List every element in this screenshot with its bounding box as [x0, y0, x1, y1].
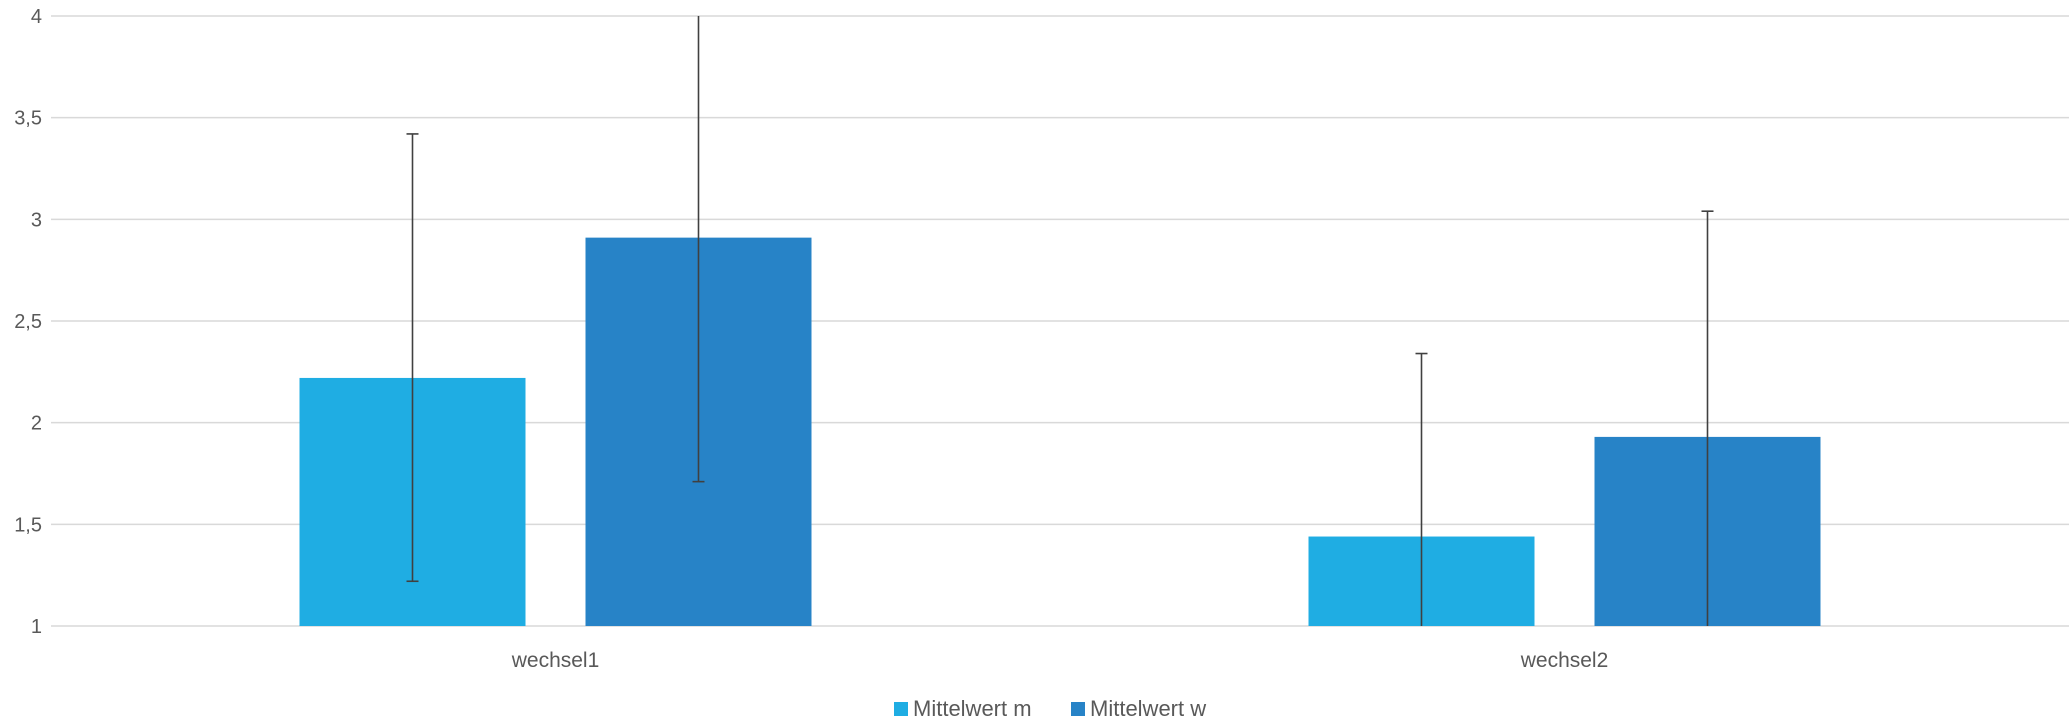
legend-swatch — [894, 702, 908, 716]
y-tick-label: 1 — [31, 616, 42, 638]
x-category-label: wechsel2 — [1520, 649, 1609, 672]
y-tick-label: 2 — [31, 413, 42, 435]
legend-label: Mittelwert w — [1090, 696, 1206, 721]
y-tick-label: 3,5 — [14, 108, 42, 130]
y-axis-tick-labels: 1 1,5 2 2,5 3 3,5 4 — [14, 6, 42, 638]
legend-label: Mittelwert m — [913, 696, 1032, 721]
error-bars — [406, 16, 1714, 626]
y-tick-label: 2,5 — [14, 311, 42, 333]
bars — [299, 237, 1821, 626]
legend-swatch — [1071, 702, 1085, 716]
y-tick-label: 1,5 — [14, 514, 42, 536]
x-category-label: wechsel1 — [511, 649, 600, 672]
y-tick-label: 4 — [31, 6, 42, 28]
y-tick-label: 3 — [31, 209, 42, 231]
x-axis-category-labels: wechsel1 wechsel2 — [511, 649, 1609, 672]
legend: Mittelwert m Mittelwert w — [894, 696, 1206, 721]
